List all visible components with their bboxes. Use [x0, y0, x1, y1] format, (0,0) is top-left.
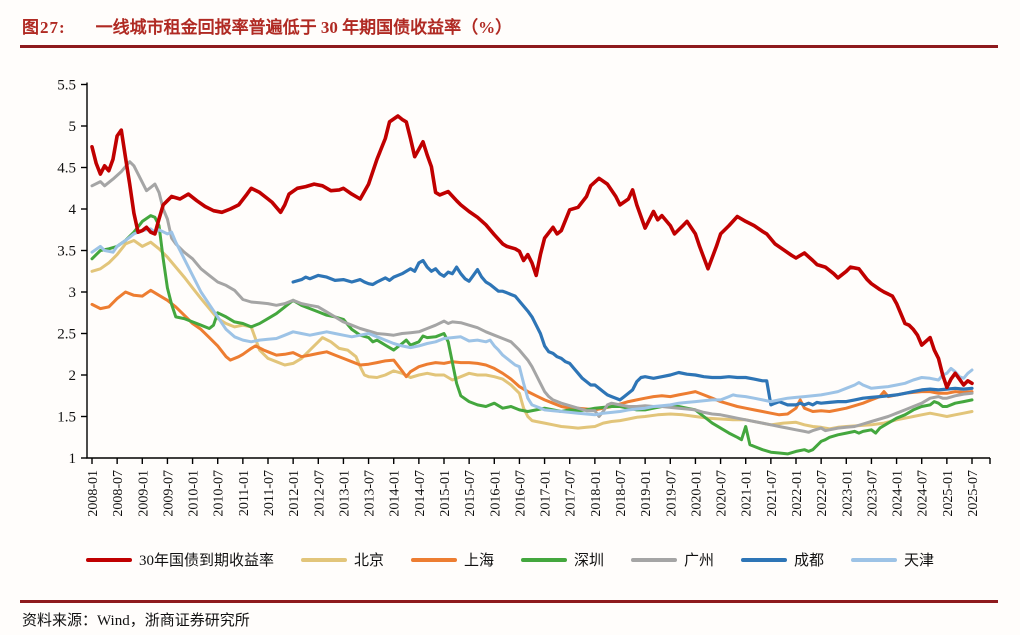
x-tick-label: 2020-01	[689, 470, 704, 517]
x-tick-label: 2018-01	[589, 470, 604, 517]
title-divider	[20, 45, 998, 48]
y-tick-label: 5	[69, 119, 77, 135]
x-tick-label: 2016-01	[488, 470, 503, 517]
y-tick-label: 1.5	[57, 410, 76, 426]
x-tick-label: 2019-01	[639, 470, 654, 517]
x-tick-label: 2011-07	[262, 470, 277, 516]
x-tick-label: 2021-01	[740, 470, 755, 517]
y-tick-label: 4	[69, 202, 77, 218]
series-line-bond30y	[90, 114, 974, 390]
y-tick-label: 5.5	[57, 78, 76, 94]
y-tick-label: 2	[69, 368, 77, 384]
x-tick-label: 2015-01	[438, 470, 453, 517]
legend-label-shenzhen: 深圳	[573, 553, 604, 569]
legend-item-bond30y: 30年国债到期收益率	[85, 549, 274, 570]
x-tick-label: 2025-07	[966, 470, 981, 517]
legend-swatch-tianjin	[851, 557, 898, 562]
source-text: 资料来源：Wind，浙商证券研究所	[22, 613, 250, 629]
x-tick-label: 2020-07	[715, 470, 730, 517]
x-tick-label: 2022-07	[815, 470, 830, 517]
series-line-chengdu	[291, 258, 974, 407]
x-tick-label: 2009-01	[136, 470, 151, 517]
legend-swatch-bond30y	[85, 557, 132, 562]
legend-label-chengdu: 成都	[794, 553, 825, 569]
legend-swatch-guangzhou	[631, 557, 677, 562]
x-tick-label: 2018-07	[614, 470, 629, 517]
x-tick-label: 2022-01	[790, 470, 805, 517]
y-tick-label: 4.5	[57, 161, 76, 177]
chart-legend: 30年国债到期收益率 北京 上海 深圳 广州 成都 天津	[0, 549, 1020, 570]
x-tick-label: 2016-07	[513, 470, 528, 517]
x-tick-label: 2011-01	[237, 470, 252, 516]
bottom-divider	[20, 600, 998, 603]
x-tick-label: 2019-07	[664, 470, 679, 517]
legend-item-tianjin: 天津	[851, 549, 934, 570]
x-tick-label: 2017-01	[539, 470, 554, 517]
x-tick-label: 2024-01	[891, 470, 906, 517]
x-tick-label: 2014-07	[413, 470, 428, 517]
x-tick-label: 2012-01	[287, 470, 302, 517]
legend-item-chengdu: 成都	[741, 549, 824, 570]
legend-label-beijing: 北京	[353, 553, 384, 569]
y-tick-label: 3	[69, 285, 77, 301]
x-tick-label: 2010-01	[187, 470, 202, 517]
x-tick-label: 2013-07	[363, 470, 378, 517]
x-tick-label: 2014-01	[388, 470, 403, 517]
legend-swatch-beijing	[300, 557, 347, 562]
legend-swatch-shanghai	[410, 557, 457, 562]
legend-label-guangzhou: 广州	[684, 553, 715, 569]
series-line-shanghai	[90, 288, 974, 417]
legend-swatch-chengdu	[741, 557, 788, 562]
x-tick-label: 2010-07	[212, 470, 227, 517]
x-tick-label: 2008-01	[86, 470, 101, 517]
series-line-shenzhen	[90, 214, 974, 456]
x-tick-label: 2025-01	[941, 470, 956, 517]
x-tick-label: 2023-01	[840, 470, 855, 517]
x-tick-label: 2015-07	[463, 470, 478, 517]
legend-item-shanghai: 上海	[410, 549, 494, 570]
legend-swatch-shenzhen	[520, 557, 567, 562]
figure-title-text: 一线城市租金回报率普遍低于 30 年期国债收益率（%）	[95, 18, 513, 37]
x-tick-label: 2024-07	[916, 470, 931, 517]
y-tick-label: 1	[69, 451, 77, 467]
x-tick-label: 2017-07	[564, 470, 579, 517]
legend-item-guangzhou: 广州	[631, 549, 714, 570]
x-tick-label: 2009-07	[161, 470, 176, 517]
x-tick-label: 2023-07	[865, 470, 880, 517]
series-line-tianjin	[90, 227, 974, 417]
y-tick-label: 2.5	[57, 327, 76, 343]
x-tick-label: 2012-07	[312, 470, 327, 517]
legend-label-tianjin: 天津	[904, 553, 935, 569]
figure-number: 图27:	[22, 18, 66, 37]
series-line-beijing	[90, 239, 974, 431]
x-tick-label: 2013-01	[337, 470, 352, 517]
figure-title: 图27: 一线城市租金回报率普遍低于 30 年期国债收益率（%）	[22, 13, 1000, 38]
x-tick-label: 2021-07	[765, 470, 780, 517]
y-tick-label: 3.5	[57, 244, 76, 260]
legend-item-beijing: 北京	[300, 549, 384, 570]
legend-label-bond30y: 30年国债到期收益率	[138, 553, 274, 569]
legend-label-shanghai: 上海	[463, 553, 494, 569]
x-tick-label: 2008-07	[111, 470, 126, 517]
legend-item-shenzhen: 深圳	[520, 549, 604, 570]
series-line-guangzhou	[90, 160, 974, 434]
